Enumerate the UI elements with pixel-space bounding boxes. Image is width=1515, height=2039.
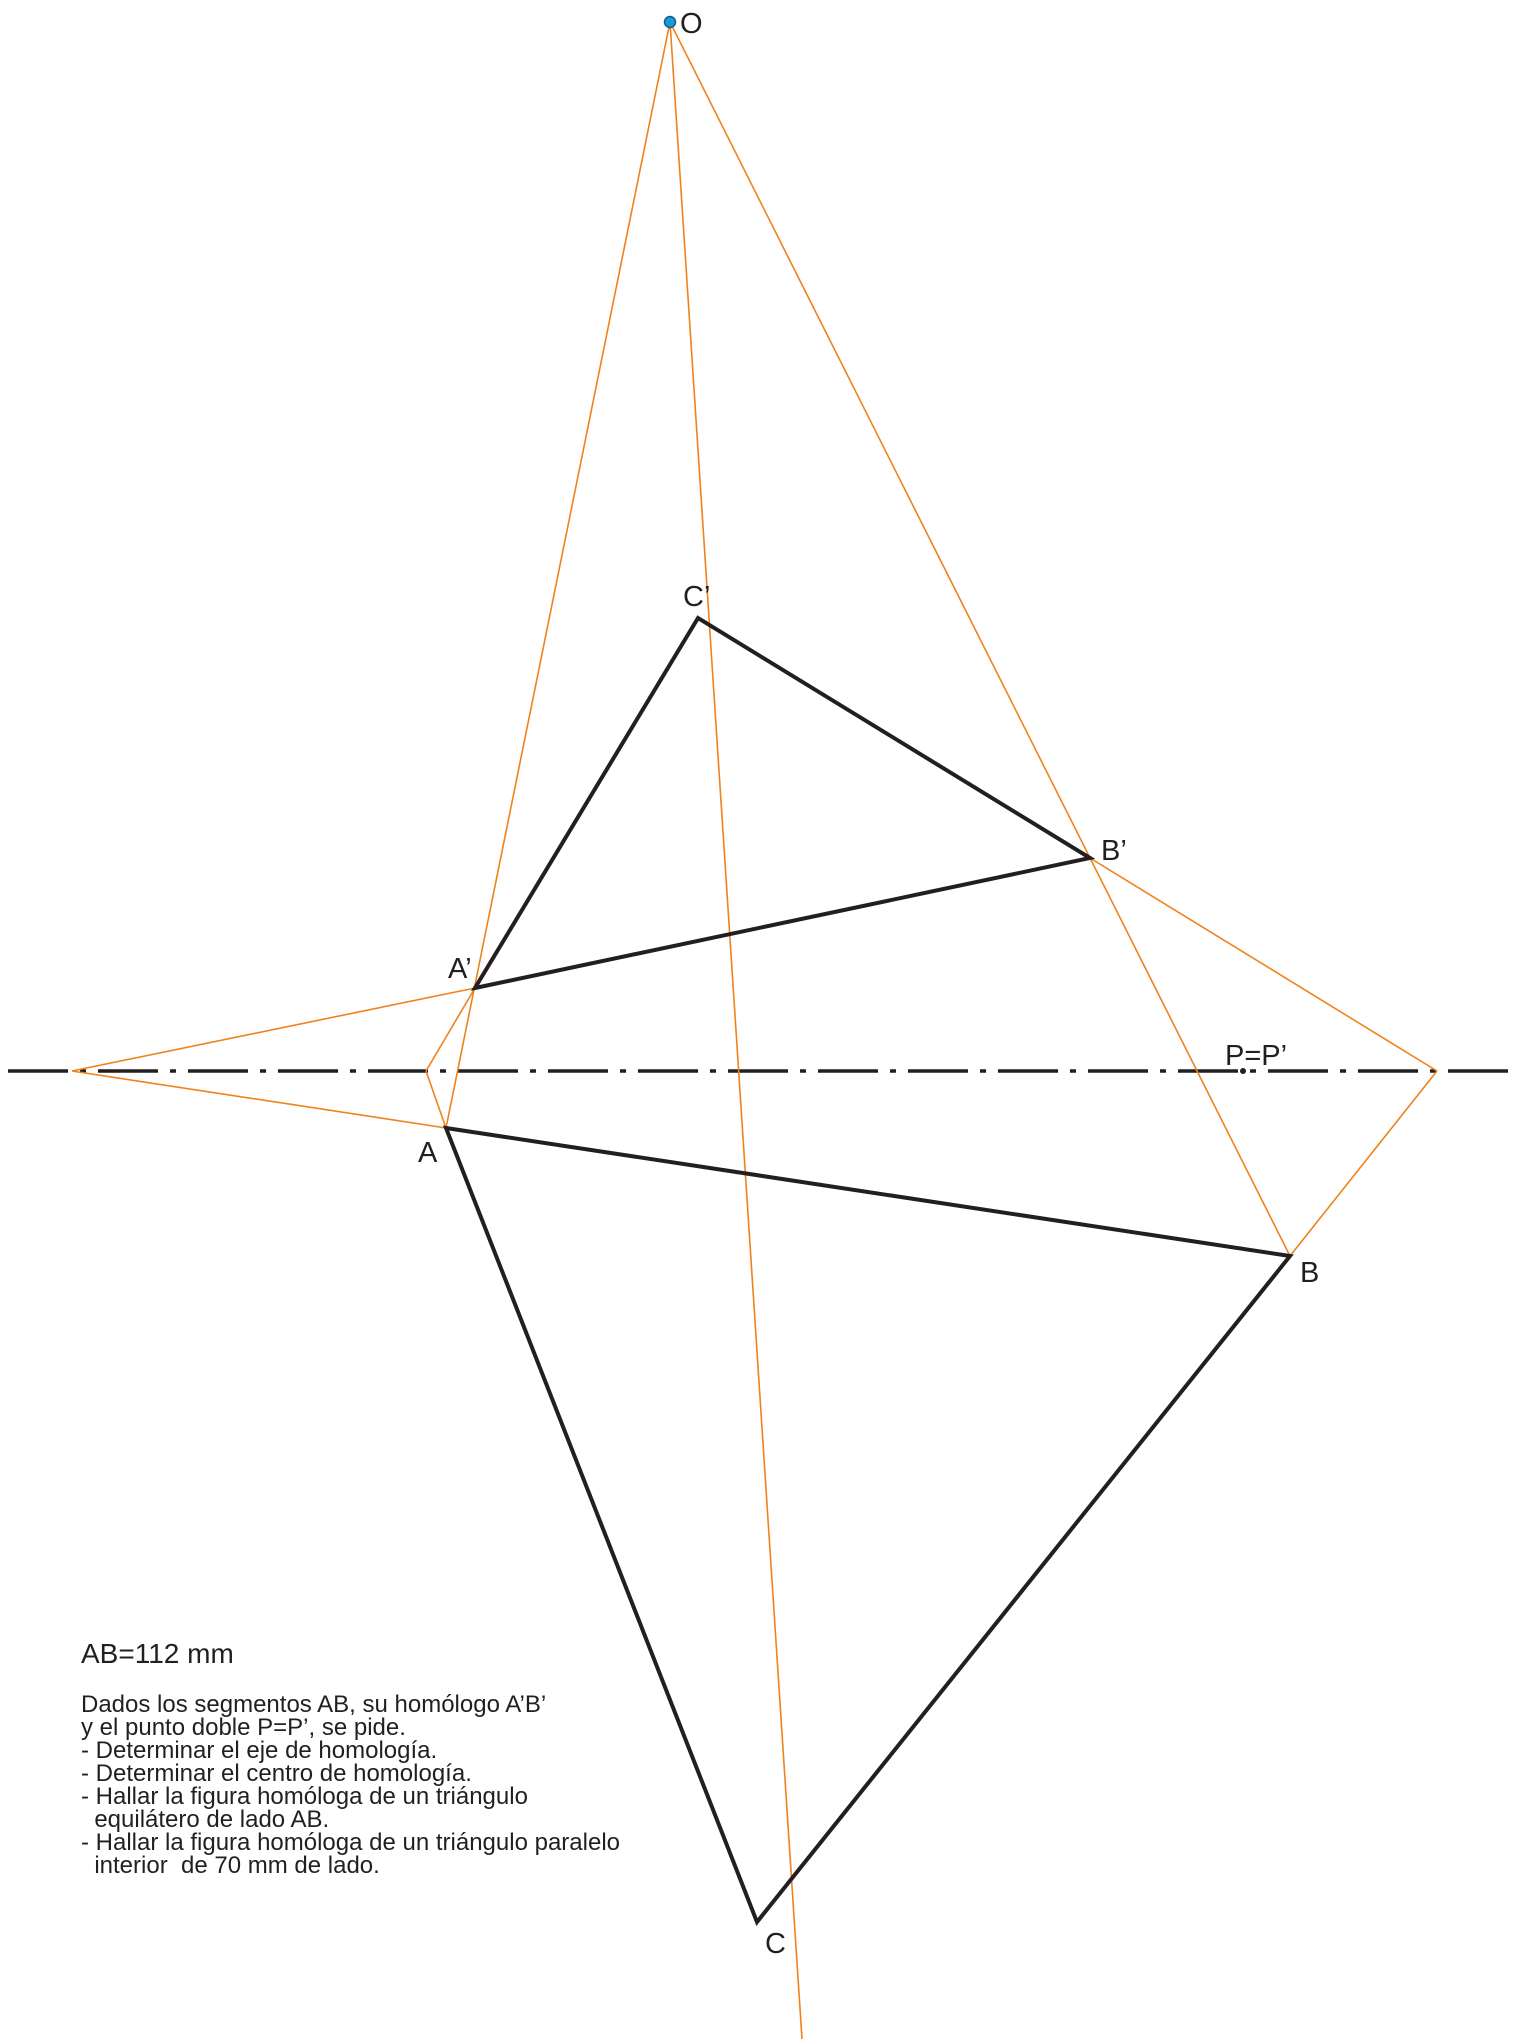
- ray-o-a: [445, 21, 671, 1129]
- statement-line: - Determinar el centro de homología.: [81, 1760, 472, 1787]
- center-point-marker: [663, 15, 677, 29]
- label-a-prime: A’: [448, 953, 472, 985]
- ray-o-b: [669, 21, 1291, 1257]
- label-c-prime: C’: [683, 581, 710, 613]
- statement-line: - Hallar la figura homóloga de un triáng…: [81, 1829, 620, 1856]
- statement-line: y el punto doble P=P’, se pide.: [81, 1714, 406, 1741]
- problem-statement: AB=112 mm Dados los segmentos AB, su hom…: [81, 1638, 701, 1879]
- label-b: B: [1300, 1257, 1319, 1289]
- label-o: O: [680, 8, 703, 40]
- triangle-abc: [442, 1125, 1294, 1926]
- statement-line: Dados los segmentos AB, su homólogo A’B’: [81, 1691, 547, 1718]
- ac-extension: [425, 1070, 447, 1129]
- a-prime-b-prime-extension: [71, 987, 476, 1072]
- statement-line: - Hallar la figura homóloga de un triáng…: [81, 1783, 528, 1810]
- a-prime-c-prime-extension: [425, 987, 476, 1072]
- ray-o-c: [669, 21, 803, 2039]
- segment-length: AB=112 mm: [81, 1638, 234, 1669]
- label-c: C: [765, 1928, 786, 1960]
- label-p: P=P’: [1225, 1040, 1287, 1072]
- double-point-marker: [1240, 1068, 1246, 1074]
- label-b-prime: B’: [1101, 835, 1127, 867]
- label-a: A: [418, 1137, 438, 1169]
- statement-line: equilátero de lado AB.: [81, 1806, 330, 1833]
- triangle-a-prime-b-prime-c-prime: [470, 615, 1096, 991]
- construction-lines: [71, 21, 1438, 2039]
- bc-extension: [1289, 1070, 1438, 1257]
- statement-line: - Determinar el eje de homología.: [81, 1737, 438, 1764]
- statement-line: interior de 70 mm de lado.: [81, 1852, 380, 1879]
- b-prime-c-prime-extension: [1089, 857, 1438, 1072]
- ab-extension: [71, 1070, 447, 1129]
